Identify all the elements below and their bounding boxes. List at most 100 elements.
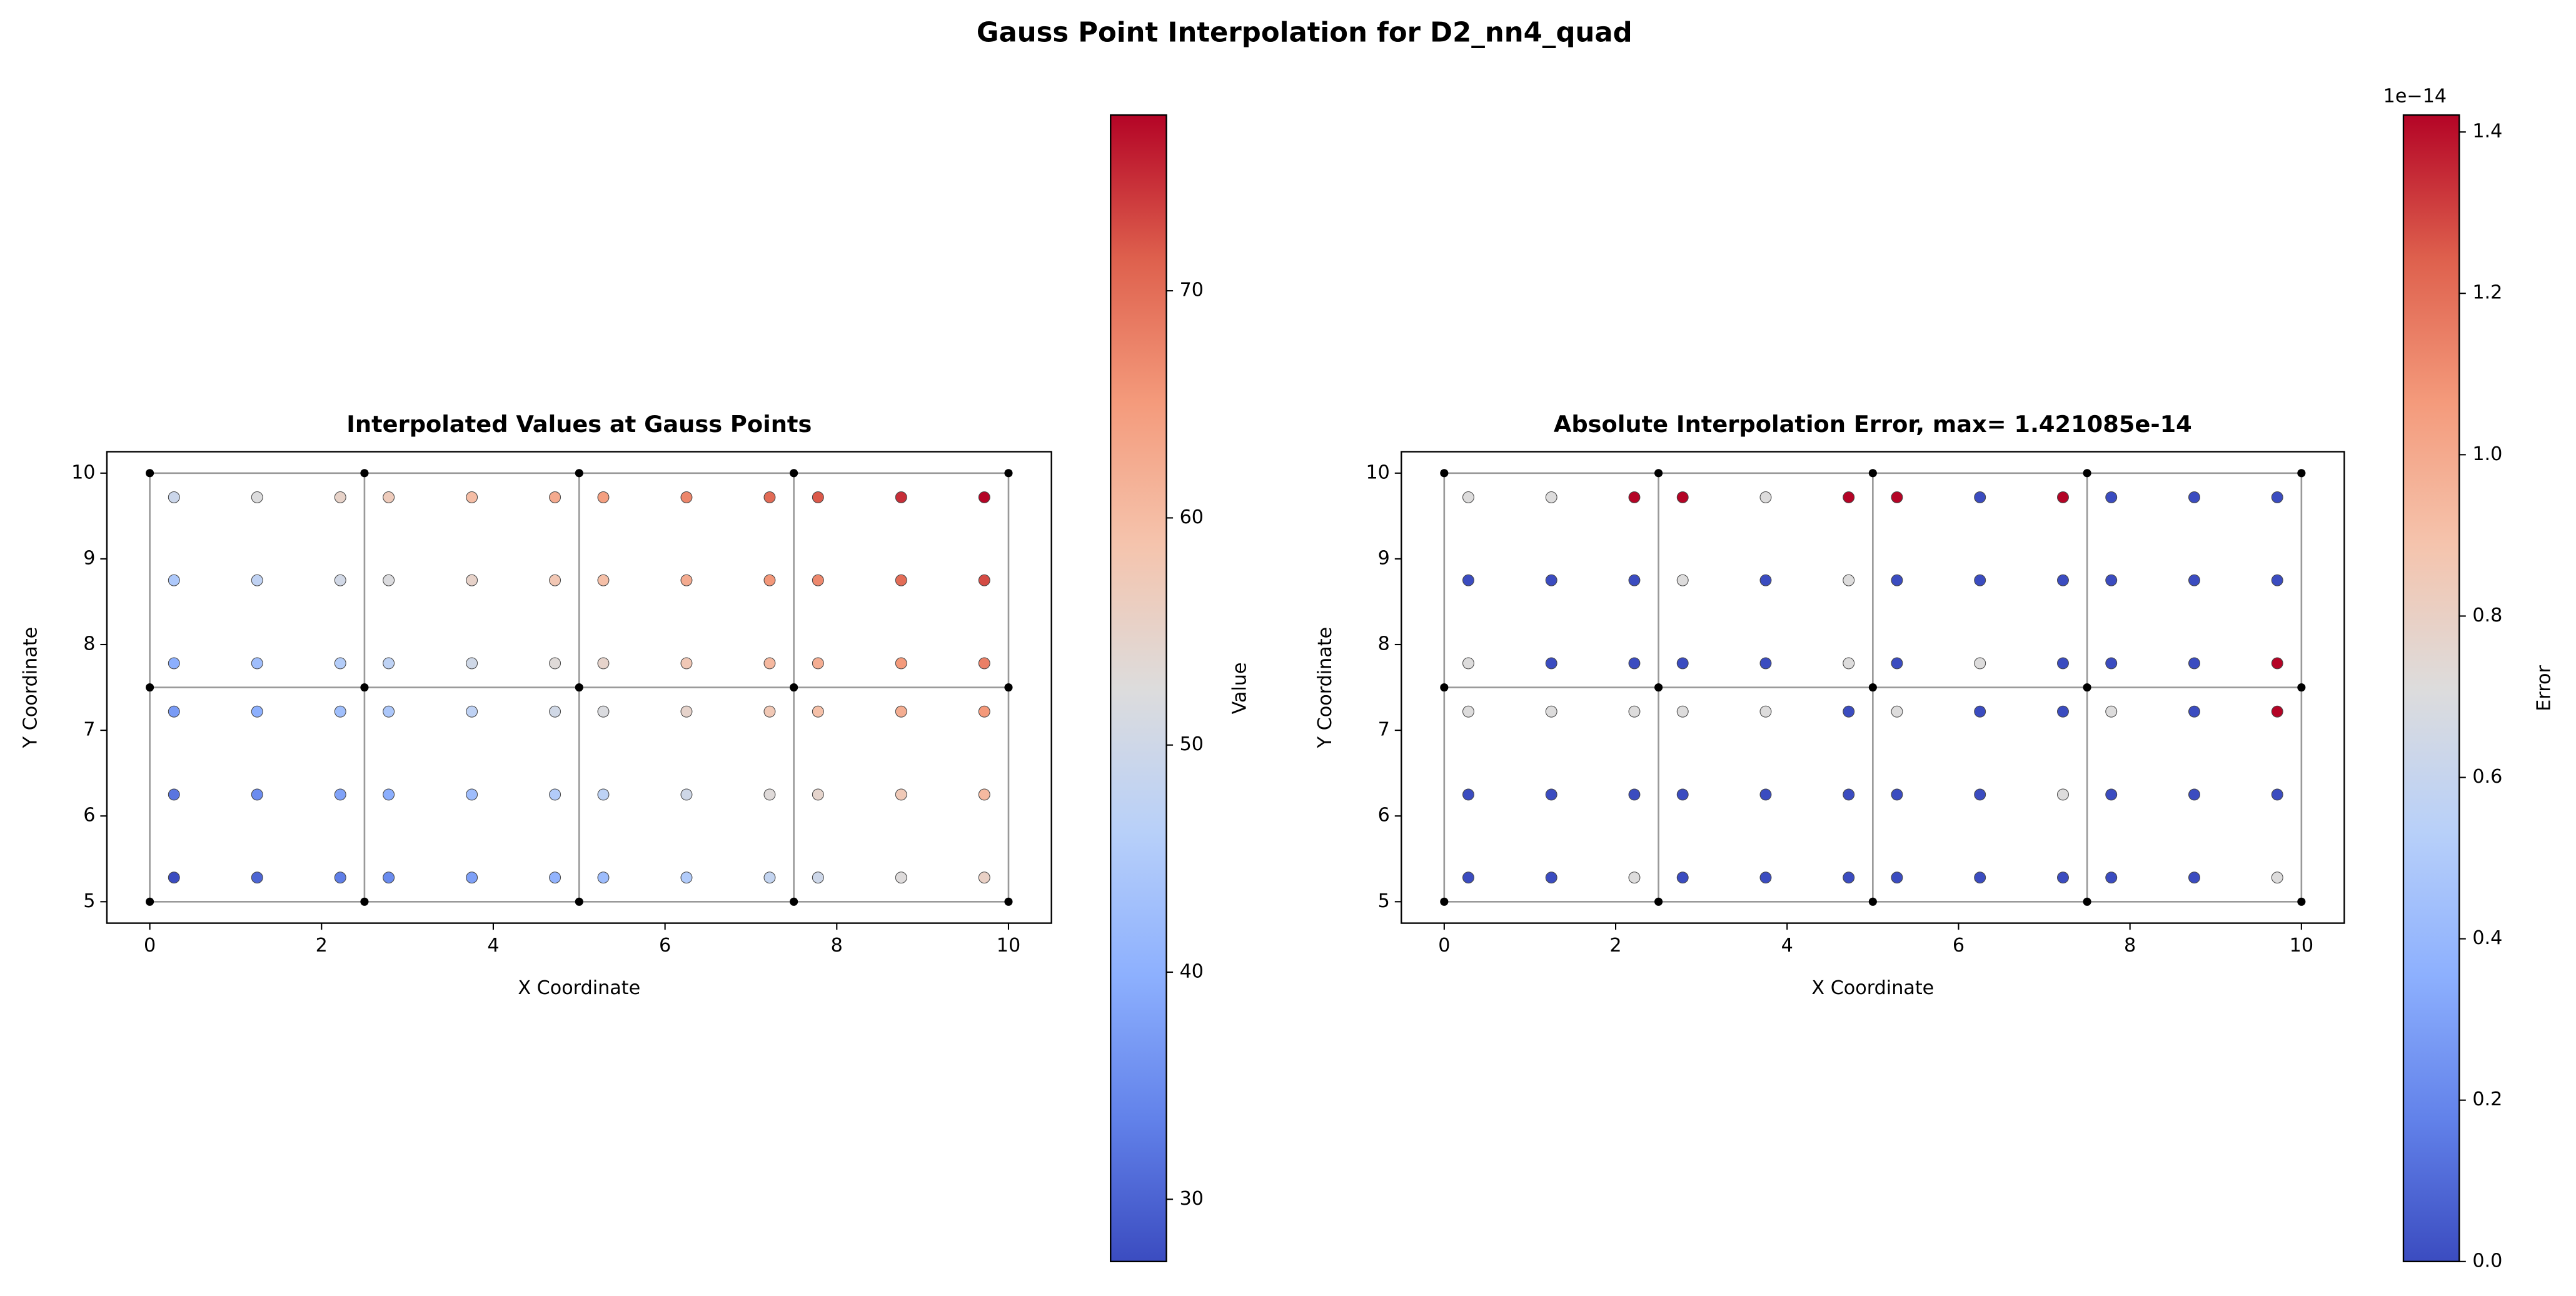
gauss-point xyxy=(334,657,346,670)
gauss-point xyxy=(812,788,824,801)
mesh-node xyxy=(1868,683,1877,692)
gauss-point xyxy=(2271,872,2283,884)
mesh-node xyxy=(1004,469,1013,478)
gauss-point xyxy=(549,574,561,586)
gauss-point xyxy=(549,705,561,718)
gauss-point xyxy=(251,574,263,586)
gauss-point xyxy=(1974,491,1986,503)
subplot-title: Interpolated Values at Gauss Points xyxy=(346,411,812,438)
gauss-point xyxy=(1462,788,1474,801)
gauss-point xyxy=(1676,657,1689,670)
gauss-point xyxy=(168,574,180,586)
gauss-point xyxy=(2188,705,2200,718)
gauss-point xyxy=(2105,705,2118,718)
y-axis-label: Y Coordinate xyxy=(1314,627,1336,749)
gauss-point xyxy=(812,872,824,884)
mesh-node xyxy=(2297,683,2306,692)
colorbar xyxy=(2402,114,2460,1263)
colorbar-tick-label: 1.2 xyxy=(2472,282,2502,304)
gauss-point xyxy=(978,657,990,670)
mesh-node xyxy=(360,897,369,906)
mesh-node xyxy=(146,897,154,906)
gauss-point xyxy=(1545,491,1557,503)
colorbar-tick-label: 60 xyxy=(1180,506,1204,528)
gauss-point xyxy=(597,872,610,884)
gauss-point xyxy=(1545,705,1557,718)
y-tick-label: 8 xyxy=(83,633,95,655)
gauss-point xyxy=(2057,574,2069,586)
mesh-node xyxy=(1440,897,1449,906)
gauss-point xyxy=(812,574,824,586)
gauss-point xyxy=(1628,574,1641,586)
gauss-point xyxy=(2271,705,2283,718)
gauss-point xyxy=(383,872,395,884)
gauss-point xyxy=(1843,491,1855,503)
gauss-point xyxy=(763,788,776,801)
y-tick-label: 5 xyxy=(83,890,95,912)
gauss-point xyxy=(1974,657,1986,670)
mesh-node xyxy=(1440,469,1449,478)
gauss-point xyxy=(1545,574,1557,586)
gauss-point xyxy=(1843,788,1855,801)
gauss-point xyxy=(1891,574,1903,586)
mesh-node xyxy=(575,897,583,906)
y-tick-label: 6 xyxy=(1378,805,1390,826)
gauss-point xyxy=(1891,657,1903,670)
gauss-point xyxy=(251,657,263,670)
gauss-point xyxy=(763,491,776,503)
x-tick-label: 0 xyxy=(144,935,156,957)
gauss-point xyxy=(168,491,180,503)
gauss-point xyxy=(978,788,990,801)
gauss-point xyxy=(466,705,478,718)
colorbar-tick-label: 0.8 xyxy=(2472,605,2502,626)
gauss-point xyxy=(2057,872,2069,884)
mesh-node xyxy=(2083,683,2091,692)
gauss-point xyxy=(1462,872,1474,884)
gauss-point xyxy=(978,574,990,586)
gauss-point xyxy=(2105,491,2118,503)
colorbar-tick-label: 70 xyxy=(1180,279,1204,301)
gauss-point xyxy=(1462,705,1474,718)
y-tick-label: 5 xyxy=(1378,890,1390,912)
colorbar xyxy=(1110,114,1167,1263)
gauss-point xyxy=(251,705,263,718)
gauss-point xyxy=(2057,788,2069,801)
gauss-point xyxy=(1759,872,1772,884)
gauss-point xyxy=(1545,872,1557,884)
y-tick-label: 8 xyxy=(1378,633,1390,655)
x-tick-label: 10 xyxy=(997,935,1020,957)
gauss-point xyxy=(895,574,907,586)
mesh-node xyxy=(2083,897,2091,906)
gauss-point xyxy=(1843,574,1855,586)
gauss-point xyxy=(680,705,693,718)
mesh-node xyxy=(1004,897,1013,906)
gauss-point xyxy=(1628,657,1641,670)
gauss-point xyxy=(1628,491,1641,503)
gauss-point xyxy=(1974,574,1986,586)
gauss-point xyxy=(466,657,478,670)
gauss-point xyxy=(1891,491,1903,503)
gauss-point xyxy=(978,491,990,503)
x-tick-label: 2 xyxy=(316,935,328,957)
gauss-point xyxy=(680,574,693,586)
x-tick-label: 6 xyxy=(1953,935,1965,957)
gauss-point xyxy=(2188,574,2200,586)
x-tick-label: 8 xyxy=(2124,935,2136,957)
gauss-point xyxy=(2188,788,2200,801)
x-axis-label: X Coordinate xyxy=(1811,977,1934,999)
gauss-point xyxy=(2271,574,2283,586)
x-axis-label: X Coordinate xyxy=(518,977,640,999)
gauss-point xyxy=(1676,491,1689,503)
gauss-point xyxy=(1676,872,1689,884)
mesh-node xyxy=(146,469,154,478)
colorbar-tick-label: 0.4 xyxy=(2472,927,2502,949)
x-tick-label: 8 xyxy=(831,935,843,957)
gauss-point xyxy=(978,705,990,718)
gauss-point xyxy=(2188,491,2200,503)
gauss-point xyxy=(168,705,180,718)
mesh-node xyxy=(1654,897,1663,906)
gauss-point xyxy=(383,574,395,586)
x-tick-label: 4 xyxy=(487,935,499,957)
